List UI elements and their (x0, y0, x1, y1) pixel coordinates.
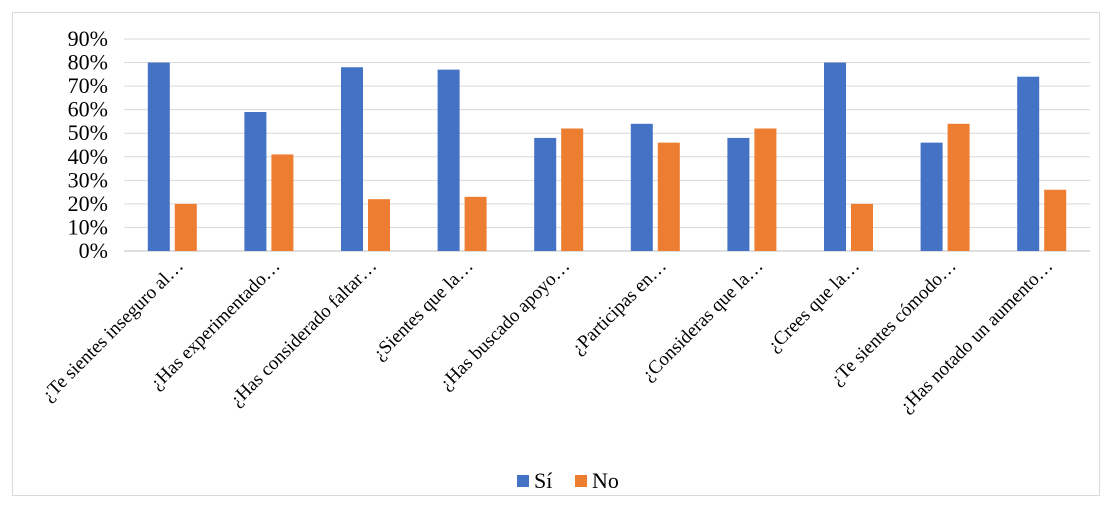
bar-si (727, 137, 750, 251)
y-tick-label: 0% (79, 238, 108, 263)
bar-si (1017, 76, 1040, 251)
y-tick-label: 90% (68, 26, 108, 51)
y-tick-label: 80% (68, 50, 108, 75)
y-tick-label: 10% (68, 214, 108, 239)
bar-si (630, 123, 653, 251)
y-tick-label: 50% (68, 120, 108, 145)
y-tick-label: 60% (68, 97, 108, 122)
x-tick-label: ¿Sientes que la… (369, 256, 478, 365)
legend-swatch (575, 475, 587, 487)
bar-si (920, 142, 943, 251)
bar-si (244, 112, 267, 252)
x-tick-label: ¿Has notado un aumento… (896, 256, 1057, 417)
y-tick-label: 30% (68, 167, 108, 192)
x-tick-label: ¿Participas en… (568, 256, 671, 359)
bar-no (271, 154, 294, 251)
bar-no (561, 128, 584, 251)
bar-si (147, 62, 170, 251)
bar-no (657, 142, 680, 251)
bar-no (368, 199, 390, 251)
bar-no (174, 203, 197, 251)
chart-area (12, 12, 1100, 496)
bar-si (824, 62, 846, 251)
bar-no (851, 203, 873, 251)
bar-no (1044, 189, 1067, 251)
bar-no (464, 196, 487, 251)
y-tick-label: 40% (68, 144, 108, 169)
bar-no (754, 128, 777, 251)
y-tick-label: 20% (68, 191, 108, 216)
bar-no (947, 123, 970, 251)
legend-label: No (592, 468, 619, 493)
y-tick-label: 70% (68, 73, 108, 98)
bar-si (341, 67, 363, 252)
legend-label: Sí (534, 468, 552, 493)
x-tick-label: ¿Crees que la… (763, 256, 864, 357)
bar-si (437, 69, 460, 251)
legend-swatch (517, 475, 529, 487)
bar-si (534, 137, 557, 251)
